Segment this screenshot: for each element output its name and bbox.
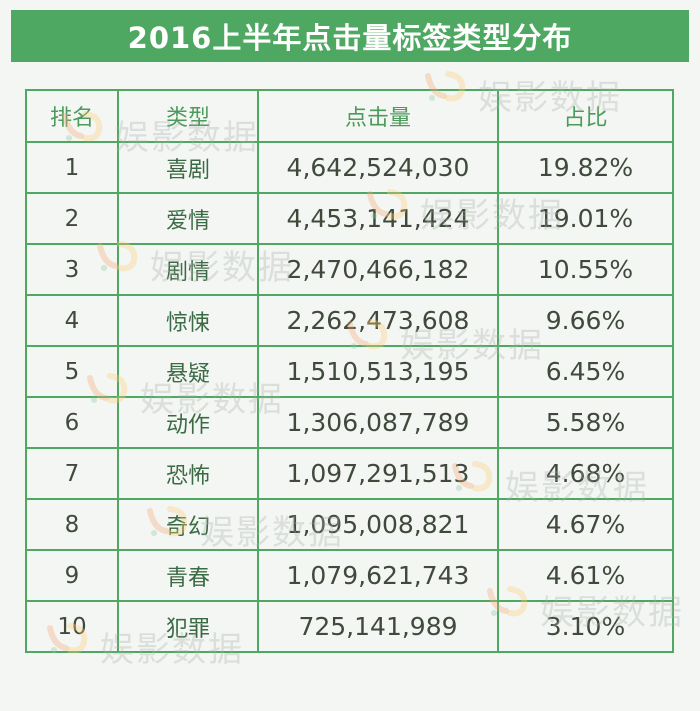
share-cell: 6.45% [497,345,674,398]
table-row: 8 奇幻 1,095,008,821 4.67% [25,498,674,551]
type-cell: 犯罪 [117,600,259,653]
rank-cell: 8 [25,498,119,551]
type-cell: 爱情 [117,192,259,245]
share-cell: 3.10% [497,600,674,653]
table-row: 2 爱情 4,453,141,424 19.01% [25,192,674,245]
share-cell: 19.82% [497,141,674,194]
type-cell: 喜剧 [117,141,259,194]
type-cell: 惊悚 [117,294,259,347]
page-title: 2016上半年点击量标签类型分布 [127,21,573,55]
table-row: 1 喜剧 4,642,524,030 19.82% [25,141,674,194]
table-row: 7 恐怖 1,097,291,513 4.68% [25,447,674,500]
share-cell: 4.67% [497,498,674,551]
table-row: 10 犯罪 725,141,989 3.10% [25,600,674,653]
type-cell: 奇幻 [117,498,259,551]
share-cell: 10.55% [497,243,674,296]
type-cell: 剧情 [117,243,259,296]
header-share: 占比 [497,89,674,143]
clicks-cell: 1,097,291,513 [257,447,499,500]
clicks-cell: 1,510,513,195 [257,345,499,398]
share-cell: 5.58% [497,396,674,449]
rank-cell: 7 [25,447,119,500]
share-cell: 4.68% [497,447,674,500]
table-row: 9 青春 1,079,621,743 4.61% [25,549,674,602]
rank-cell: 9 [25,549,119,602]
genre-click-table: 排名 类型 点击量 占比 1 喜剧 4,642,524,030 19.82% 2… [25,89,674,653]
clicks-cell: 1,095,008,821 [257,498,499,551]
type-cell: 悬疑 [117,345,259,398]
type-cell: 动作 [117,396,259,449]
header-rank: 排名 [25,89,119,143]
share-cell: 9.66% [497,294,674,347]
clicks-cell: 4,453,141,424 [257,192,499,245]
title-banner: 2016上半年点击量标签类型分布 [11,10,689,62]
type-cell: 青春 [117,549,259,602]
share-cell: 19.01% [497,192,674,245]
rank-cell: 2 [25,192,119,245]
clicks-cell: 725,141,989 [257,600,499,653]
rank-cell: 1 [25,141,119,194]
share-cell: 4.61% [497,549,674,602]
rank-cell: 5 [25,345,119,398]
rank-cell: 6 [25,396,119,449]
clicks-cell: 2,470,466,182 [257,243,499,296]
type-cell: 恐怖 [117,447,259,500]
clicks-cell: 1,306,087,789 [257,396,499,449]
header-type: 类型 [117,89,259,143]
clicks-cell: 1,079,621,743 [257,549,499,602]
header-clicks: 点击量 [257,89,499,143]
clicks-cell: 2,262,473,608 [257,294,499,347]
table-row: 4 惊悚 2,262,473,608 9.66% [25,294,674,347]
rank-cell: 4 [25,294,119,347]
table-row: 5 悬疑 1,510,513,195 6.45% [25,345,674,398]
table-row: 3 剧情 2,470,466,182 10.55% [25,243,674,296]
clicks-cell: 4,642,524,030 [257,141,499,194]
rank-cell: 3 [25,243,119,296]
table-row: 6 动作 1,306,087,789 5.58% [25,396,674,449]
table-header-row: 排名 类型 点击量 占比 [25,89,674,143]
rank-cell: 10 [25,600,119,653]
